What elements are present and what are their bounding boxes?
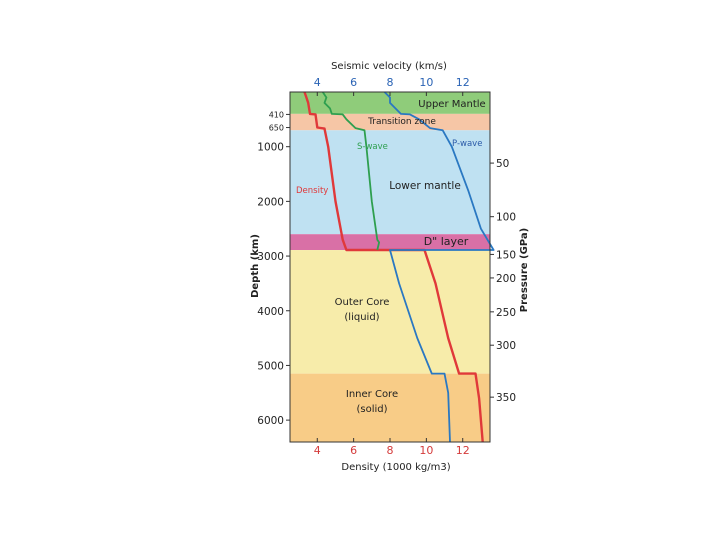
curves <box>303 91 495 443</box>
layer-band-transition-zone <box>290 113 490 131</box>
bottom-tick-label: 6 <box>350 444 357 457</box>
layer-band-d-layer <box>290 234 490 251</box>
pressure-tick-label: 350 <box>496 392 516 404</box>
right-axis-title: Pressure (GPa) <box>519 228 530 312</box>
s-wave-curve <box>321 91 380 251</box>
depth-tick-label: 3000 <box>257 251 284 263</box>
top-tick-label: 8 <box>387 76 394 89</box>
depth-tick-label: 1000 <box>257 142 284 154</box>
layer-band-outer-core-liquid <box>290 250 490 374</box>
density-curve <box>303 91 484 443</box>
top-axis-title: Seismic velocity (km/s) <box>331 61 447 72</box>
upper-mantle-label: Upper Mantle <box>418 99 485 110</box>
outer-core-label: Outer Core <box>335 297 390 308</box>
left-axis-title: Depth (km) <box>250 234 261 298</box>
pressure-tick-label: 100 <box>496 212 516 224</box>
d-layer-label: D" layer <box>424 235 469 248</box>
top-tick-label: 6 <box>350 76 357 89</box>
depth-tick-label: 6000 <box>257 415 284 427</box>
depth-tick-label: 2000 <box>257 196 284 208</box>
pressure-tick-label: 150 <box>496 249 516 261</box>
depth-tick-label: 4000 <box>257 306 284 318</box>
s-wave-curve-label: S-wave <box>357 142 388 152</box>
p-wave-curve <box>383 91 495 443</box>
density-curve-label: Density <box>296 186 328 196</box>
top-tick-label: 10 <box>419 76 433 89</box>
bottom-tick-label: 4 <box>314 444 321 457</box>
bottom-axis-title: Density (1000 kg/m3) <box>341 462 450 473</box>
p-wave-curve-label: P-wave <box>452 139 482 149</box>
bottom-tick-label: 10 <box>419 444 433 457</box>
depth-tick-label: 5000 <box>257 360 284 372</box>
outer-core-state-label: (liquid) <box>344 312 379 323</box>
transition-zone-label: Transition zone <box>367 117 436 127</box>
depth-tick-label: 410 <box>269 110 284 119</box>
pressure-tick-label: 200 <box>496 273 516 285</box>
ticks: 4 6 8 10 12 4 6 8 10 12 410 650 1000 2000 3000 4000 5000… <box>257 76 516 457</box>
pressure-tick-label: 250 <box>496 307 516 319</box>
bottom-tick-label: 8 <box>387 444 394 457</box>
depth-tick-label: 650 <box>269 124 284 133</box>
lower-mantle-label: Lower mantle <box>389 180 461 192</box>
inner-core-label: Inner Core <box>346 389 398 400</box>
top-tick-label: 4 <box>314 76 321 89</box>
layer-band-lower-mantle <box>290 130 490 235</box>
pressure-tick-label: 50 <box>496 158 509 170</box>
layer-band-inner-core-solid <box>290 373 490 442</box>
bottom-tick-label: 12 <box>456 444 470 457</box>
layer-bands <box>290 92 490 442</box>
inner-core-state-label: (solid) <box>356 404 387 415</box>
top-tick-label: 12 <box>456 76 470 89</box>
pressure-tick-label: 300 <box>496 340 516 352</box>
